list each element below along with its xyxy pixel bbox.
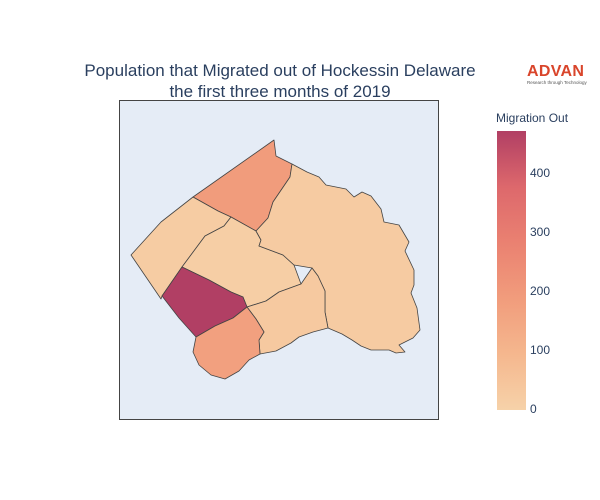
colorbar [497,131,526,410]
colorbar-tick-100: 100 [530,343,551,357]
colorbar-tick-0: 0 [530,402,537,416]
region-south [192,306,265,380]
colorbar-tick-400: 400 [530,166,551,180]
logo-tagline: Research through Technology [527,80,587,85]
logo-wordmark: ADVAN [527,63,585,80]
chart-title-line-1: Population that Migrated out of Hockessi… [84,61,476,80]
colorbar-tick-300: 300 [530,225,551,239]
colorbar-tick-200: 200 [530,284,551,298]
region-east [255,163,421,354]
advan-logo: ADVAN Research through Technology [527,64,597,86]
choropleth-map [130,139,421,380]
chart-title-line-2: the first three months of 2019 [169,82,391,101]
colorbar-title: Migration Out [496,111,569,125]
